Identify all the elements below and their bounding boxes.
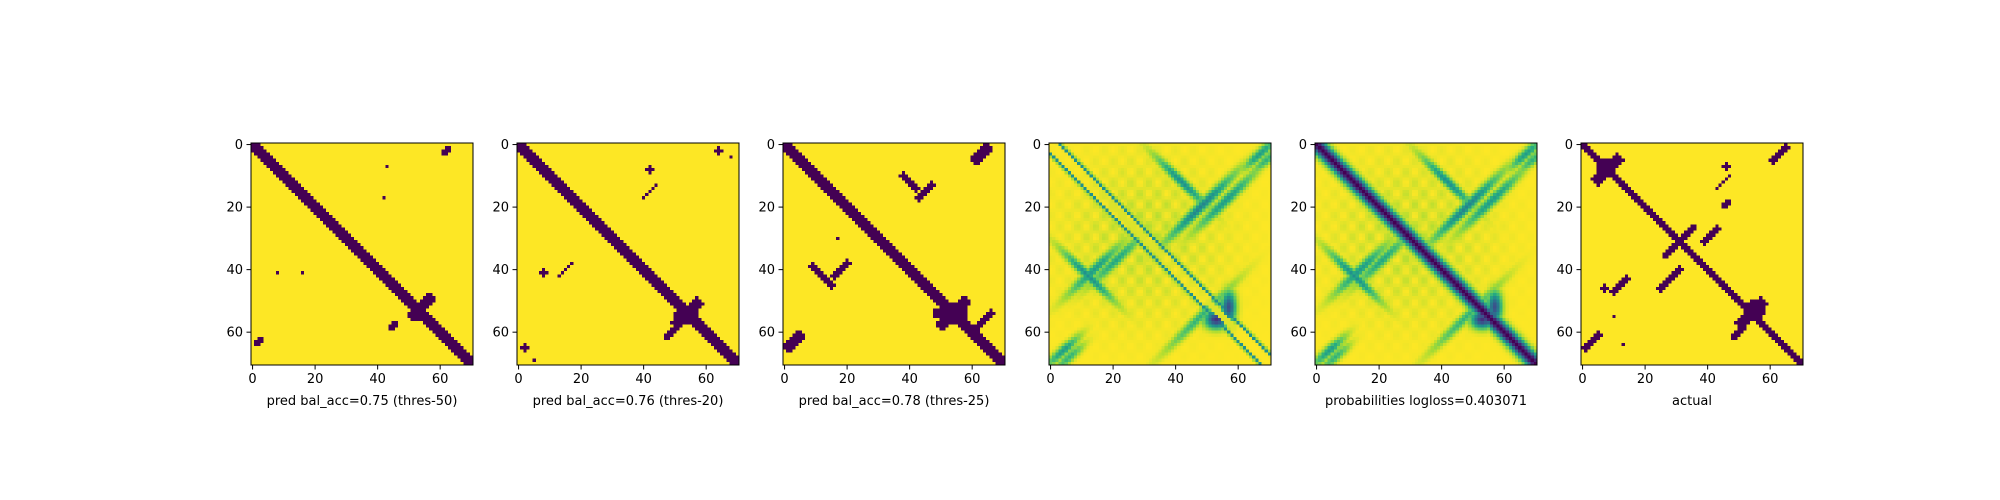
y-tick-label: 40: [1024, 263, 1041, 278]
x-tick-label: 20: [307, 372, 324, 387]
y-tick-label: 60: [758, 326, 775, 341]
x-axis-label: pred bal_acc=0.75 (thres-50): [267, 394, 458, 409]
y-tick-label: 60: [1556, 326, 1573, 341]
x-axis-label: actual: [1672, 394, 1712, 409]
heatmap-image: [783, 143, 1005, 365]
axes-frame: [1048, 142, 1272, 366]
axes-frame: [1580, 142, 1804, 366]
x-tick-label: 20: [573, 372, 590, 387]
axes-frame: [1314, 142, 1538, 366]
x-tick-label: 20: [1371, 372, 1388, 387]
heatmap-image: [251, 143, 473, 365]
x-tick-label: 60: [964, 372, 981, 387]
heatmap-image: [1049, 143, 1271, 365]
y-tick-label: 20: [226, 201, 243, 216]
x-tick-label: 0: [780, 372, 788, 387]
x-tick-label: 0: [514, 372, 522, 387]
y-tick-label: 0: [501, 138, 509, 153]
x-tick-label: 0: [1046, 372, 1054, 387]
x-tick-label: 0: [248, 372, 256, 387]
x-tick-label: 20: [1105, 372, 1122, 387]
axes-frame: [782, 142, 1006, 366]
y-tick-label: 40: [226, 263, 243, 278]
heatmap-image: [517, 143, 739, 365]
x-tick-label: 40: [635, 372, 652, 387]
axes-frame: [516, 142, 740, 366]
x-tick-label: 0: [1578, 372, 1586, 387]
x-tick-label: 20: [839, 372, 856, 387]
x-tick-label: 40: [901, 372, 918, 387]
x-tick-label: 40: [1433, 372, 1450, 387]
heatmap-image: [1315, 143, 1537, 365]
y-tick-label: 20: [492, 201, 509, 216]
y-tick-label: 20: [1290, 201, 1307, 216]
y-tick-label: 60: [1024, 326, 1041, 341]
y-tick-label: 0: [1565, 138, 1573, 153]
x-axis-label: pred bal_acc=0.76 (thres-20): [533, 394, 724, 409]
x-axis-label: pred bal_acc=0.78 (thres-25): [799, 394, 990, 409]
y-tick-label: 60: [1290, 326, 1307, 341]
y-tick-label: 0: [767, 138, 775, 153]
x-tick-label: 60: [698, 372, 715, 387]
x-tick-label: 60: [432, 372, 449, 387]
y-tick-label: 60: [492, 326, 509, 341]
x-tick-label: 60: [1230, 372, 1247, 387]
y-tick-label: 40: [1290, 263, 1307, 278]
y-tick-label: 40: [758, 263, 775, 278]
y-tick-label: 0: [1033, 138, 1041, 153]
y-tick-label: 40: [1556, 263, 1573, 278]
x-tick-label: 40: [1167, 372, 1184, 387]
panels: 0 20 40 60 0 20 40 60 pred bal_acc=0.75 (thres-5…: [226, 138, 1804, 409]
y-tick-label: 0: [1299, 138, 1307, 153]
axes-frame: [250, 142, 474, 366]
heatmap-panel-4: 0 20 40 60 0 20 40 60: [1024, 138, 1272, 387]
y-tick-label: 40: [492, 263, 509, 278]
x-tick-label: 0: [1312, 372, 1320, 387]
x-axis-label: probabilities logloss=0.403071: [1325, 394, 1527, 409]
y-tick-label: 20: [1556, 201, 1573, 216]
x-tick-label: 40: [1699, 372, 1716, 387]
y-tick-label: 20: [1024, 201, 1041, 216]
heatmap-panel-3: 0 20 40 60 0 20 40 60 pred bal_acc=0.78 (thres-2…: [758, 138, 1006, 409]
y-tick-label: 60: [226, 326, 243, 341]
y-tick-label: 20: [758, 201, 775, 216]
y-tick-label: 0: [235, 138, 243, 153]
heatmap-panel-1: 0 20 40 60 0 20 40 60 pred bal_acc=0.75 (thres-5…: [226, 138, 474, 409]
heatmap-image: [1581, 143, 1803, 365]
x-tick-label: 20: [1637, 372, 1654, 387]
heatmap-panel-6: 0 20 40 60 0 20 40 60 actual: [1556, 138, 1804, 409]
x-tick-label: 60: [1496, 372, 1513, 387]
heatmap-panel-5: 0 20 40 60 0 20 40 60 probabilities logloss=0.40…: [1290, 138, 1538, 409]
heatmap-panel-2: 0 20 40 60 0 20 40 60 pred bal_acc=0.76 (thres-2…: [492, 138, 740, 409]
x-tick-label: 60: [1762, 372, 1779, 387]
x-tick-label: 40: [369, 372, 386, 387]
